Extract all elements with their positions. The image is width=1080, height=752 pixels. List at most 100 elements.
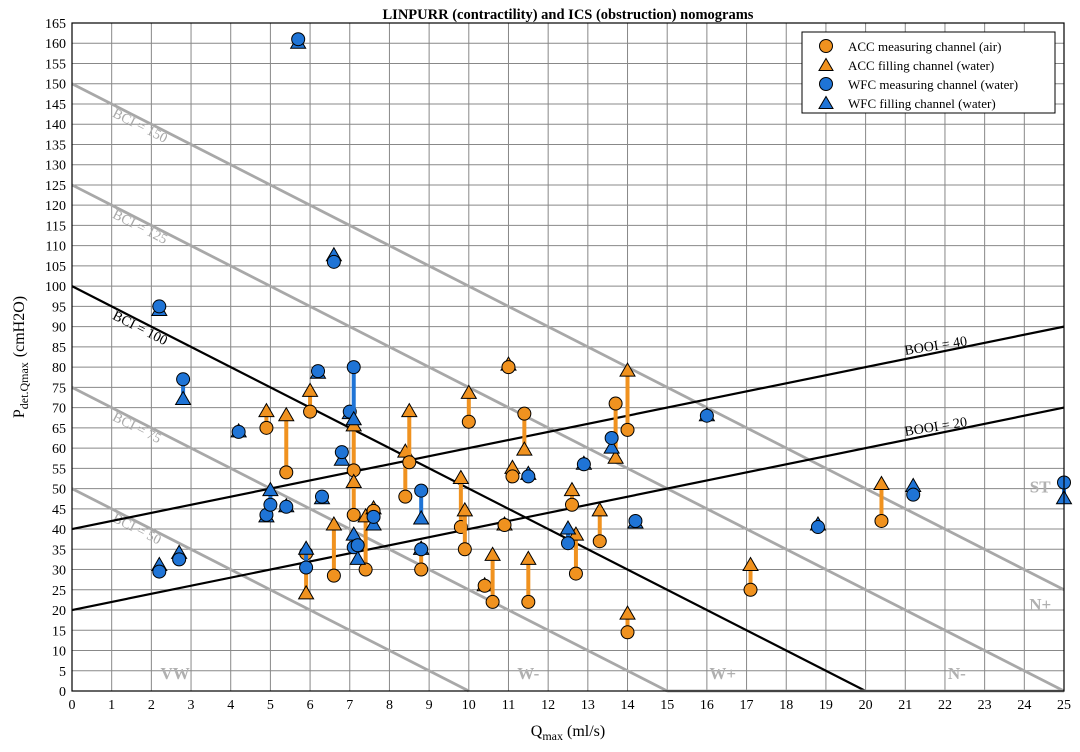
y-tick-label: 10: [52, 645, 66, 660]
acc-filling-point: [515, 441, 533, 456]
acc-filling-point: [607, 449, 624, 464]
acc-pair: [504, 459, 521, 484]
acc-pair: [345, 473, 363, 522]
x-tick-label: 8: [386, 698, 393, 713]
reference-line: [71, 487, 470, 693]
x-axis-tick-labels: 0 1 2 3 4 5 6 7 8 9 10 11 12 13 14 15 16 17 18 19 20 21 22 23 24…: [69, 698, 1072, 713]
wfc-pair: [333, 445, 351, 466]
y-tick-label: 60: [52, 442, 66, 457]
wfc-measuring-point: [231, 424, 246, 439]
acc-measuring-point: [517, 406, 532, 421]
wfc-measuring-point: [906, 487, 921, 502]
wfc-measuring-point: [152, 299, 167, 314]
acc-measuring-point: [457, 542, 472, 557]
y-tick-label: 0: [59, 685, 66, 700]
wfc-measuring-point: [576, 457, 591, 472]
acc-measuring-point: [505, 469, 520, 484]
y-tick-label: 65: [52, 422, 66, 437]
x-tick-label: 11: [502, 698, 515, 713]
y-tick-label: 120: [45, 199, 66, 214]
wfc-measuring-point: [414, 483, 429, 498]
wfc-pair: [603, 430, 621, 454]
acc-pair: [619, 362, 636, 437]
legend-marker-acc-filling: [818, 57, 834, 71]
legend-marker-wfc-filling: [818, 95, 834, 109]
wfc-filling-point: [603, 439, 621, 454]
wfc-pair: [904, 477, 922, 502]
acc-filling-point: [456, 501, 474, 517]
wfc-pair: [297, 540, 315, 575]
y-tick-label: 15: [52, 624, 66, 639]
acc-pair: [567, 526, 585, 581]
acc-measuring-point: [477, 578, 492, 593]
y-axis-label-subscript: det.Qmax: [17, 362, 31, 409]
x-tick-label: 1: [108, 698, 115, 713]
y-tick-label: 35: [52, 543, 66, 558]
wfc-measuring-point: [172, 552, 187, 567]
y-tick-label: 20: [52, 604, 66, 619]
wfc-measuring-point: [414, 542, 429, 557]
x-tick-label: 24: [1017, 698, 1031, 713]
x-axis-label-subscript: max: [542, 729, 563, 743]
x-tick-label: 5: [267, 698, 274, 713]
x-tick-label: 14: [621, 698, 635, 713]
zone-label: N-: [948, 664, 966, 683]
wfc-pair: [174, 372, 192, 406]
wfc-measuring-point: [291, 32, 306, 47]
y-tick-label: 25: [52, 584, 66, 599]
zone-label: ST: [1030, 478, 1051, 497]
acc-filling-point: [452, 469, 470, 484]
zone-label: VW: [161, 664, 190, 683]
y-tick-label: 75: [52, 381, 66, 396]
acc-filling-point: [591, 501, 609, 517]
acc-measuring-point: [461, 414, 476, 429]
acc-measuring-point: [259, 420, 274, 435]
acc-filling-point: [297, 584, 315, 600]
acc-pair: [591, 501, 609, 549]
acc-filling-point: [484, 546, 501, 561]
legend-label-acc-measuring: ACC measuring channel (air): [848, 39, 1001, 54]
legend: ACC measuring channel (air) ACC filling …: [801, 31, 1056, 114]
y-tick-label: 130: [45, 159, 66, 174]
x-tick-label: 0: [69, 698, 76, 713]
plot-area-frame: [71, 22, 1065, 692]
wfc-measuring-point: [279, 499, 294, 514]
wfc-pair: [345, 360, 363, 426]
wfc-measuring-point: [334, 445, 349, 460]
wfc-measuring-point: [604, 430, 619, 445]
acc-pair: [619, 605, 636, 640]
acc-pair: [400, 402, 418, 470]
acc-filling-point: [873, 475, 890, 491]
x-tick-label: 23: [978, 698, 992, 713]
x-axis-label-main: Q: [531, 723, 543, 740]
acc-filling-point: [345, 473, 363, 489]
y-tick-label: 85: [52, 341, 66, 356]
y-tick-label: 135: [45, 138, 66, 153]
wfc-filling-point: [297, 540, 315, 555]
y-tick-label: 140: [45, 118, 66, 133]
acc-measuring-point: [620, 422, 635, 437]
wfc-measuring-point: [366, 509, 381, 524]
y-tick-label: 100: [45, 280, 66, 295]
acc-measuring-point: [485, 594, 500, 609]
wfc-pair: [559, 520, 577, 551]
wfc-pair: [519, 465, 537, 484]
x-axis-label-unit: (ml/s): [567, 723, 605, 740]
wfc-filling-point: [174, 390, 192, 406]
acc-filling-point: [619, 362, 636, 377]
acc-filling-point: [325, 516, 343, 531]
acc-measuring-point: [521, 594, 536, 609]
x-tick-label: 22: [938, 698, 952, 713]
y-tick-label: 155: [45, 57, 66, 72]
acc-filling-point: [277, 406, 295, 422]
reference-line: [71, 325, 1065, 531]
y-tick-label: 55: [52, 462, 66, 477]
wfc-pair: [309, 364, 327, 379]
x-tick-label: 4: [227, 698, 234, 713]
x-tick-label: 25: [1057, 698, 1071, 713]
acc-measuring-point: [743, 582, 758, 597]
x-tick-label: 6: [307, 698, 314, 713]
y-tick-label: 70: [52, 402, 66, 417]
y-axis-label-main: P: [11, 409, 28, 418]
acc-pair: [496, 516, 513, 533]
